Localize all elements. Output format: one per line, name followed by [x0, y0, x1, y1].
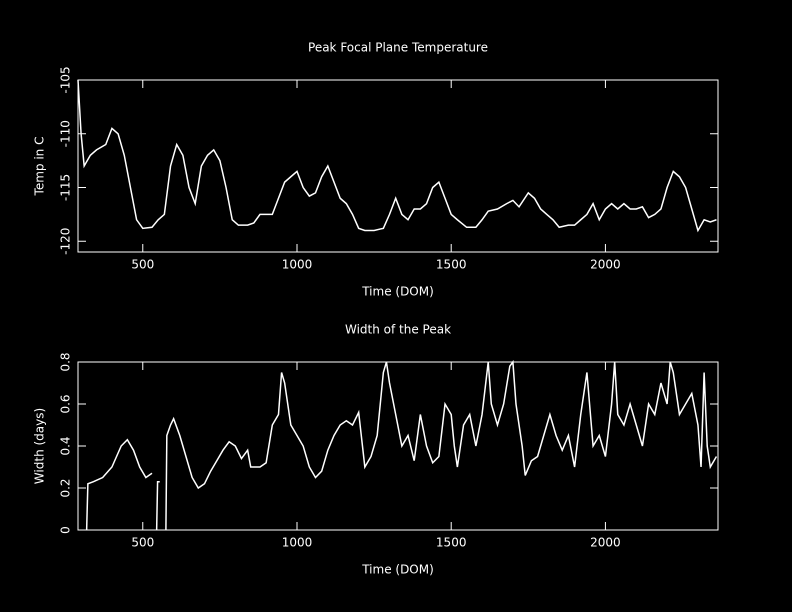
x-tick-label: 1000 [282, 258, 313, 272]
plot-frame [77, 361, 719, 531]
y-tick-label: 0 [59, 526, 73, 534]
chart-title: Peak Focal Plane Temperature [308, 41, 488, 55]
data-line [85, 359, 718, 531]
y-tick-label: -120 [59, 228, 73, 255]
y-tick-label: 0.2 [59, 478, 73, 497]
y-tick-label: 0.4 [59, 436, 73, 455]
y-tick-label: -110 [59, 120, 73, 147]
chart-title: Width of the Peak [345, 323, 451, 337]
y-tick-label: -115 [59, 174, 73, 201]
x-tick-label: 500 [131, 536, 154, 550]
x-tick-label: 1500 [436, 536, 467, 550]
y-axis-label: Temp in C [33, 137, 47, 197]
y-axis-label: Width (days) [33, 408, 47, 484]
data-line [77, 79, 717, 233]
x-tick-label: 2000 [590, 536, 621, 550]
x-tick-label: 1000 [282, 536, 313, 550]
x-tick-label: 1500 [436, 258, 467, 272]
plot-frame [77, 79, 719, 253]
x-axis-label: Time (DOM) [361, 285, 434, 299]
x-tick-label: 500 [131, 258, 154, 272]
x-axis-label: Time (DOM) [361, 563, 434, 577]
x-tick-label: 2000 [590, 258, 621, 272]
y-tick-label: -105 [59, 66, 73, 93]
y-tick-label: 0.6 [59, 394, 73, 413]
y-tick-label: 0.8 [59, 352, 73, 371]
